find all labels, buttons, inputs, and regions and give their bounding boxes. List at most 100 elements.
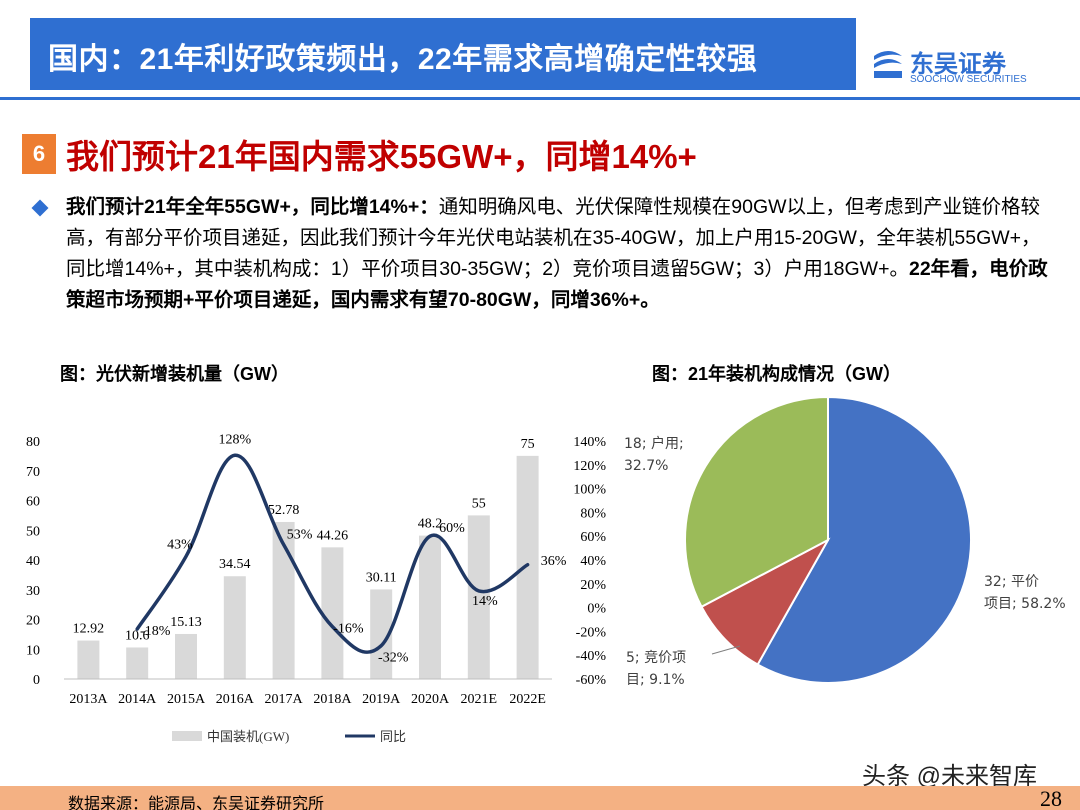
left-tick-label: 60 (26, 495, 40, 510)
bar-value-label: 55 (472, 496, 486, 511)
x-tick-label: 2019A (362, 692, 401, 707)
right-tick-label: 80% (580, 506, 606, 521)
bullet-conclusion: 22年看，电价政策超市场预期+平价项目递延，国内需求有望70-80GW，同增36… (66, 258, 1048, 311)
yoy-line (135, 453, 530, 654)
bullet-paragraph: 我们预计21年全年55GW+，同比增14%+：通知明确风电、光伏保障性规模在90… (66, 192, 1056, 316)
line-value-label: 36% (541, 554, 567, 569)
left-tick-label: 20 (26, 614, 40, 629)
right-tick-label: 140% (573, 435, 606, 450)
pie-leader-line (711, 645, 741, 655)
bullet-body: 通知明确风电、光伏保障性规模在90GW以上，但考虑到产业链价格较高，有部分平价项… (66, 196, 1041, 280)
data-source: 数据来源：能源局、东吴证券研究所 (68, 796, 325, 810)
x-tick-label: 2018A (313, 692, 352, 707)
x-tick-label: 2022E (509, 692, 546, 707)
x-tick-label: 2021E (461, 692, 498, 707)
footer-bar (0, 786, 1080, 810)
bar (419, 535, 441, 679)
pie-slices (684, 395, 972, 684)
logo-name-en: SOOCHOW SECURITIES (910, 74, 1027, 85)
right-tick-label: -60% (576, 673, 607, 688)
right-chart-title: 图：21年装机构成情况（GW） (652, 364, 902, 384)
right-tick-label: 0% (587, 602, 606, 617)
bar (467, 515, 490, 679)
left-tick-label: 30 (26, 584, 40, 599)
right-tick-label: 40% (580, 554, 606, 569)
page-title: 国内：21年利好政策频出，22年需求高增确定性较强 (48, 43, 758, 76)
bar (223, 576, 246, 679)
left-chart-title: 图：光伏新增装机量（GW） (60, 364, 289, 384)
legend-label-bars: 中国装机(GW) (207, 729, 289, 744)
right-tick-label: 60% (580, 530, 606, 545)
left-y-axis: 0 10 20 30 40 50 60 70 80 (26, 435, 40, 688)
line-value-label: -18% (140, 624, 171, 639)
x-tick-label: 2017A (265, 692, 304, 707)
chart-legend: 中国装机(GW) 同比 (172, 729, 406, 744)
composition-pie-chart: 32; 平价项目; 58.2% 5; 竞价项目; 9.1% 18; 户用; 32.7% (624, 395, 1066, 688)
pie-label-text: 目; 9.1% (626, 672, 685, 688)
bar-value-label: 15.13 (170, 615, 202, 630)
pie-label-text: 18; 户用; (624, 435, 684, 452)
left-tick-label: 40 (26, 554, 40, 569)
bar-value-label: 34.54 (219, 557, 251, 572)
bar-series (77, 455, 539, 679)
left-tick-label: 70 (26, 465, 40, 480)
left-tick-label: 10 (26, 643, 40, 658)
pie-slice (700, 537, 831, 666)
right-tick-label: 20% (580, 578, 606, 593)
left-tick-label: 50 (26, 524, 40, 539)
bar (77, 640, 100, 679)
pie-labels: 32; 平价项目; 58.2% 5; 竞价项目; 9.1% 18; 户用; 32.7% (624, 435, 1066, 688)
pie-label-text: 5; 竞价项 (626, 649, 686, 666)
legend-label-line: 同比 (380, 729, 406, 744)
right-tick-label: 120% (573, 459, 606, 474)
right-tick-label: -20% (576, 625, 607, 640)
bar (126, 647, 149, 679)
right-tick-label: -40% (576, 649, 607, 664)
bar-value-label: 48.2 (418, 517, 443, 532)
bar-value-label: 12.92 (73, 622, 105, 637)
line-value-label: 43% (167, 537, 193, 552)
pie-slice (756, 395, 972, 684)
bar-value-label: 44.26 (317, 528, 349, 543)
logo-mark-icon (874, 51, 902, 78)
bar-value-label: 75 (521, 437, 535, 452)
x-tick-label: 2015A (167, 692, 206, 707)
diamond-bullet-icon (31, 199, 49, 217)
left-tick-label: 0 (33, 673, 40, 688)
bar-value-label: 30.11 (366, 570, 397, 585)
pie-label-text: 32.7% (624, 458, 668, 474)
line-value-label: -32% (378, 651, 409, 666)
pie-slice (684, 395, 829, 609)
bar (370, 589, 393, 679)
pie-label-text: 项目; 58.2% (984, 596, 1066, 612)
right-y-axis: -60% -40% -20% 0% 20% 40% 60% 80% 100% 120% 140% (573, 435, 606, 688)
pie-label-text: 32; 平价 (984, 574, 1039, 590)
x-tick-label: 2016A (216, 692, 255, 707)
section-number-badge: 6 (22, 134, 56, 174)
installations-combo-chart: 0 10 20 30 40 50 60 70 80 -60% -40% -20% 0% 20% 40% 60… (26, 432, 606, 744)
bar-data-labels: 12.92 10.6 15.13 34.54 52.78 44.26 30.11 48.2 55… (73, 437, 535, 644)
line-value-label: 60% (439, 521, 465, 536)
x-tick-label: 2020A (411, 692, 450, 707)
bar (272, 521, 295, 679)
x-tick-label: 2014A (118, 692, 157, 707)
legend-swatch-bars (172, 731, 202, 741)
line-value-label: 128% (218, 432, 251, 447)
bullet-lead: 我们预计21年全年55GW+，同比增14%+： (66, 196, 439, 218)
line-data-labels: -18% 43% 128% 53% -16% -32% 60% 14% 36% (140, 432, 567, 665)
bar (175, 633, 197, 679)
section-title: 我们预计21年国内需求55GW+，同增14%+ (66, 138, 697, 175)
x-tick-label: 2013A (69, 692, 108, 707)
header-divider (0, 97, 1080, 100)
bar-value-label: 52.78 (268, 503, 300, 518)
line-value-label: -16% (333, 622, 364, 637)
bar (321, 547, 344, 679)
bar-value-label: 10.6 (125, 628, 150, 643)
company-logo: 东吴证券 SOOCHOW SECURITIES (870, 44, 1060, 90)
bar (516, 455, 539, 679)
x-axis-labels: 2013A 2014A 2015A 2016A 2017A 2018A 2019A 2020A… (69, 692, 546, 707)
line-value-label: 53% (287, 528, 313, 543)
watermark: 头条 @未来智库 (862, 763, 1038, 790)
left-tick-label: 80 (26, 435, 40, 450)
page-number: 28 (1040, 786, 1062, 810)
